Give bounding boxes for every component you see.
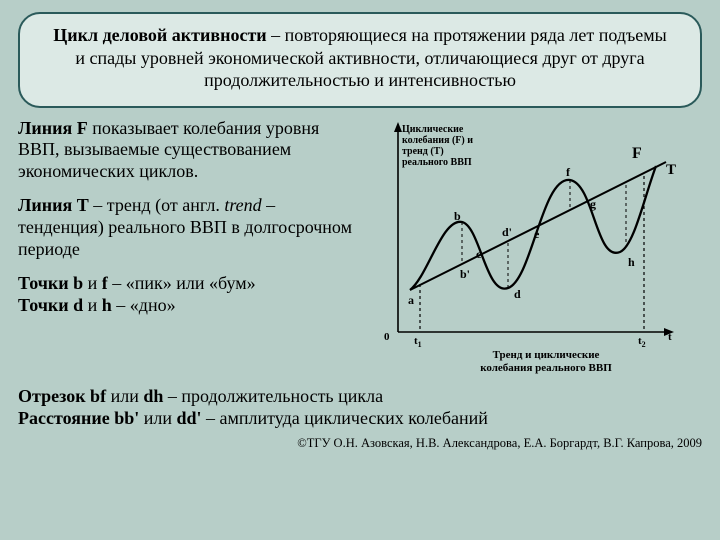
label-e: e — [534, 227, 540, 241]
y-arrow — [394, 122, 402, 132]
title: Цикл деловой активности — [53, 25, 266, 45]
line-T-bold: Линия T — [18, 195, 89, 215]
label-d: d — [514, 287, 521, 301]
line-T-rest1: – тренд (от англ. — [89, 195, 225, 215]
legend-l2: колебания (F) и — [402, 135, 473, 146]
copyright: ©ТГУ О.Н. Азовская, Н.В. Александрова, Е… — [18, 436, 702, 451]
points-b: Точки b — [18, 273, 83, 293]
label-b: b — [454, 209, 461, 223]
label-g: g — [590, 197, 596, 211]
legend-l1: Циклические — [402, 124, 464, 135]
label-c: c — [476, 247, 482, 261]
main-row: Линия F показывает колебания уровня ВВП,… — [18, 118, 702, 383]
legend-l3: тренд (T) — [402, 146, 444, 157]
label-T: T — [666, 162, 676, 178]
left-column: Линия F показывает колебания уровня ВВП,… — [18, 118, 358, 383]
caption-l1: Тренд и циклические — [493, 349, 600, 361]
label-bp: b' — [460, 267, 470, 281]
label-dp: d' — [502, 225, 512, 239]
para-F: Линия F показывает колебания уровня ВВП,… — [18, 118, 358, 184]
label-t1: t1 — [414, 335, 422, 349]
line-F-bold: Линия F — [18, 118, 88, 138]
points-d: Точки d — [18, 295, 83, 315]
label-t2: t2 — [638, 335, 646, 349]
legend-l4: реального ВВП — [402, 157, 472, 168]
business-cycle-chart: Циклические колебания (F) и тренд (T) ре… — [366, 118, 686, 378]
header-box: Цикл деловой активности – повторяющиеся … — [18, 12, 702, 108]
label-t: t — [668, 331, 672, 343]
caption-l2: колебания реального ВВП — [480, 362, 612, 374]
label-f: f — [566, 165, 571, 179]
para-points: Точки b и f – «пик» или «бум» Точки d и … — [18, 273, 358, 317]
para-T: Линия T – тренд (от англ. trend – тенден… — [18, 195, 358, 261]
label-F: F — [632, 145, 642, 162]
bottom-text: Отрезок bf или dh – продолжительность ци… — [18, 385, 702, 430]
chart-area: Циклические колебания (F) и тренд (T) ре… — [366, 118, 686, 383]
label-zero: 0 — [384, 331, 390, 343]
line-T-italic: trend — [224, 195, 261, 215]
label-h: h — [628, 255, 635, 269]
label-a: a — [408, 293, 414, 307]
